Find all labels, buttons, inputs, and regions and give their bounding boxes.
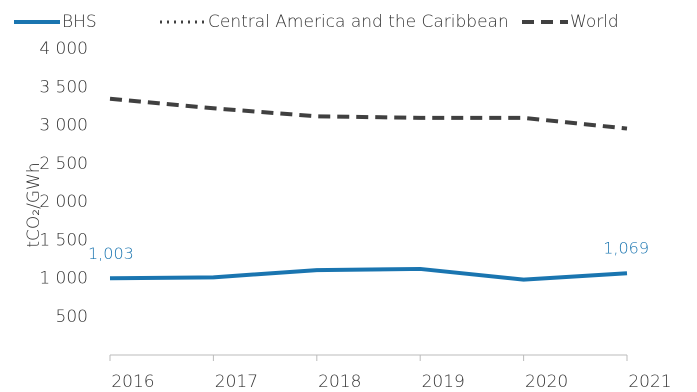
y-tick-label: 3 000 (39, 116, 88, 136)
x-tick-label: 2019 (422, 372, 465, 392)
y-tick-label: 3 500 (39, 77, 88, 97)
series-line (109, 96, 628, 131)
y-tick-label: 1 500 (39, 230, 88, 250)
x-tick-label: 2016 (111, 372, 154, 392)
y-tick-label: 2 500 (39, 154, 88, 174)
x-tick-label: 2018 (318, 372, 361, 392)
x-tick-label: 2020 (525, 372, 568, 392)
y-axis-label: tCO₂/GWh (24, 162, 44, 247)
legend-label: BHS (62, 12, 97, 32)
data-label: 1,069 (603, 239, 649, 258)
x-tick-label: 2017 (215, 372, 258, 392)
data-label: 1,003 (88, 244, 134, 263)
y-tick-label: 4 000 (39, 39, 88, 59)
legend-label: Central America and the Caribbean (208, 12, 509, 32)
y-tick-label: 500 (56, 307, 88, 327)
y-tick-label: 1 000 (39, 269, 88, 289)
legend-label: World (570, 12, 619, 32)
series-line (109, 266, 628, 282)
x-tick-label: 2021 (628, 372, 671, 392)
y-tick-label: 2 000 (39, 192, 88, 212)
